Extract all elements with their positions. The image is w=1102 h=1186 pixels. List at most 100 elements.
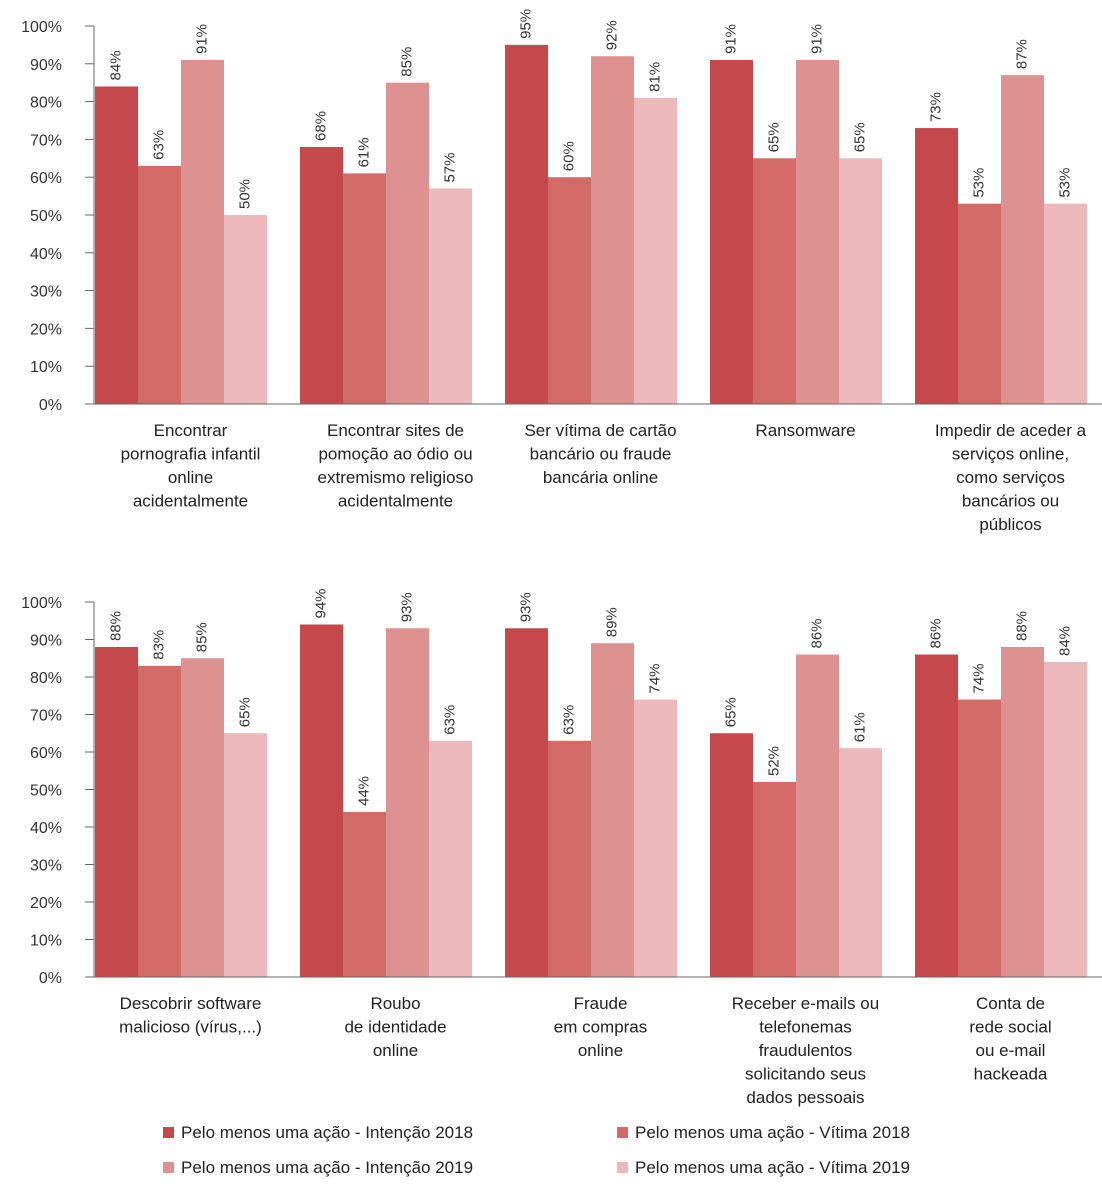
data-label: 93% [398, 592, 415, 622]
category-label: em compras [554, 1018, 648, 1037]
category-label: públicos [979, 515, 1041, 534]
data-label: 91% [193, 24, 210, 54]
bar-series-2 [753, 158, 796, 404]
category-label: Roubo [370, 994, 420, 1013]
bar-series-2 [753, 782, 796, 977]
y-tick-label: 30% [30, 284, 62, 301]
category-label: Conta de [976, 994, 1045, 1013]
bar-series-1 [505, 44, 548, 405]
bar-series-3 [1001, 75, 1044, 404]
category-label: de identidade [344, 1018, 446, 1037]
data-label: 87% [1013, 39, 1030, 69]
data-label: 89% [603, 607, 620, 637]
y-tick-label: 0% [39, 970, 62, 987]
data-label: 44% [355, 776, 372, 806]
y-tick-label: 100% [21, 19, 62, 36]
category-label: como serviços [956, 468, 1065, 487]
y-tick-label: 10% [30, 359, 62, 376]
legend-swatch [163, 1127, 174, 1138]
category-label: Encontrar [154, 421, 228, 440]
data-label: 91% [722, 24, 739, 54]
bar-series-1 [710, 60, 753, 405]
y-tick-label: 20% [30, 321, 62, 338]
category-label: ou e-mail [976, 1041, 1046, 1060]
bar-series-4 [429, 188, 472, 404]
category-label: online [578, 1041, 623, 1060]
category-label: bancário ou fraude [530, 445, 672, 464]
data-label: 84% [1056, 626, 1073, 656]
legend-swatch [617, 1127, 628, 1138]
bar-series-1 [300, 624, 343, 977]
data-label: 88% [107, 611, 124, 641]
data-label: 74% [970, 663, 987, 693]
category-label: extremismo religioso [318, 468, 474, 487]
data-label: 85% [193, 622, 210, 652]
bar-series-3 [796, 654, 839, 977]
y-tick-label: 30% [30, 858, 62, 875]
y-tick-label: 80% [30, 670, 62, 687]
bar-series-2 [138, 665, 181, 977]
category-label: online [168, 468, 213, 487]
category-label: solicitando seus [745, 1065, 866, 1084]
bar-series-2 [548, 177, 591, 404]
data-label: 95% [517, 9, 534, 39]
category-label: serviços online, [952, 445, 1069, 464]
data-label: 57% [441, 153, 458, 183]
data-label: 74% [646, 663, 663, 693]
category-label: Fraude [574, 994, 628, 1013]
data-label: 52% [765, 746, 782, 776]
bar-series-3 [181, 60, 224, 405]
data-label: 53% [1056, 168, 1073, 198]
data-label: 65% [236, 697, 253, 727]
bar-series-2 [343, 173, 386, 404]
y-tick-label: 70% [30, 132, 62, 149]
data-label: 85% [398, 47, 415, 77]
bar-series-3 [591, 56, 634, 405]
data-label: 53% [970, 168, 987, 198]
y-tick-label: 50% [30, 783, 62, 800]
legend-swatch [163, 1162, 174, 1173]
bar-series-4 [429, 740, 472, 977]
bar-series-1 [300, 146, 343, 404]
data-label: 92% [603, 20, 620, 50]
category-label: acidentalmente [338, 492, 453, 511]
y-tick-label: 60% [30, 745, 62, 762]
bar-series-4 [224, 733, 267, 977]
legend-label: Pelo menos uma ação - Vítima 2019 [635, 1158, 910, 1177]
category-label: pornografia infantil [121, 445, 261, 464]
data-label: 81% [646, 62, 663, 92]
category-label: pomoção ao ódio ou [318, 445, 472, 464]
bar-series-2 [548, 740, 591, 977]
data-label: 50% [236, 179, 253, 209]
bar-series-1 [95, 86, 138, 404]
bar-series-4 [1044, 662, 1087, 977]
y-tick-label: 20% [30, 895, 62, 912]
bar-series-1 [710, 733, 753, 977]
bar-series-3 [181, 658, 224, 977]
data-label: 88% [1013, 611, 1030, 641]
category-label: Ser vítima de cartão [524, 421, 676, 440]
data-label: 93% [517, 592, 534, 622]
category-label: online [373, 1041, 418, 1060]
y-tick-label: 0% [39, 397, 62, 414]
bar-series-2 [343, 812, 386, 977]
category-label: fraudulentos [759, 1041, 853, 1060]
bar-series-1 [915, 654, 958, 977]
y-tick-label: 80% [30, 95, 62, 112]
category-label: Impedir de aceder a [935, 421, 1087, 440]
bar-series-4 [1044, 203, 1087, 404]
category-label: bancária online [543, 468, 658, 487]
category-label: rede social [969, 1018, 1051, 1037]
bar-series-1 [95, 647, 138, 977]
bar-series-1 [915, 128, 958, 404]
bar-series-4 [224, 215, 267, 404]
legend-swatch [617, 1162, 628, 1173]
category-label: Ransomware [755, 421, 855, 440]
data-label: 73% [927, 92, 944, 122]
data-label: 68% [312, 111, 329, 141]
category-label: Encontrar sites de [327, 421, 464, 440]
bar-series-3 [1001, 647, 1044, 977]
data-label: 65% [765, 122, 782, 152]
data-label: 83% [150, 630, 167, 660]
